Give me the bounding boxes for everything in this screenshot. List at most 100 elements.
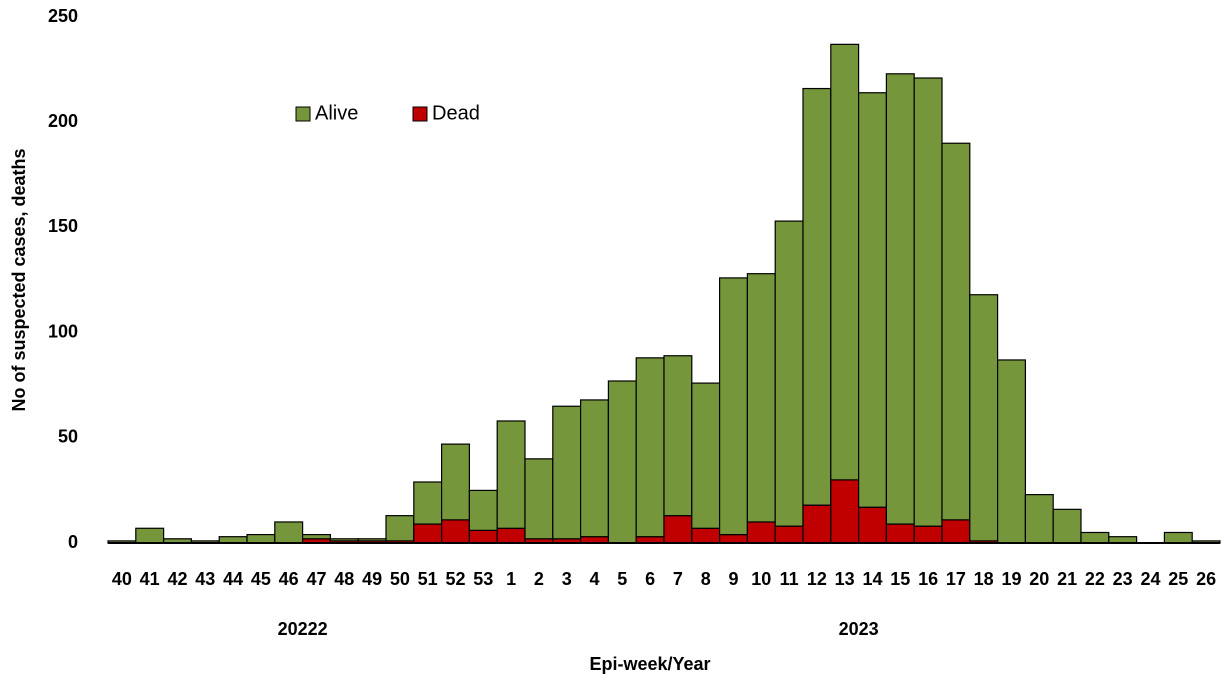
x-tick-label: 11: [780, 569, 799, 589]
x-tick-label: 24: [1140, 569, 1160, 589]
x-tick-label: 16: [918, 569, 938, 589]
dead-bar: [718, 533, 748, 544]
legend-swatch: [295, 106, 311, 122]
x-tick-label: 6: [645, 569, 655, 589]
x-tick-label: 51: [418, 569, 438, 589]
x-tick-label: 18: [974, 569, 994, 589]
alive-bar: [718, 277, 748, 536]
x-tick-label: 47: [306, 569, 326, 589]
dead-bar: [468, 529, 498, 544]
alive-bar: [607, 380, 637, 544]
dead-bar: [774, 525, 804, 544]
x-tick-label: 42: [167, 569, 187, 589]
x-tick-label: 13: [835, 569, 855, 589]
alive-bar: [802, 87, 832, 506]
alive-bar: [357, 538, 387, 542]
x-tick-label: 10: [751, 569, 771, 589]
dead-bar: [441, 519, 471, 544]
x-tick-label: 8: [701, 569, 711, 589]
x-tick-label: 1: [506, 569, 516, 589]
x-tick-label: 43: [195, 569, 215, 589]
alive-bar: [468, 489, 498, 531]
x-tick-label: 12: [807, 569, 827, 589]
legend-label: Dead: [432, 102, 480, 124]
dead-bar: [746, 521, 776, 544]
x-tick-label: 20: [1029, 569, 1049, 589]
x-tick-label: 46: [279, 569, 299, 589]
x-tick-label: 7: [673, 569, 683, 589]
alive-bar: [302, 533, 332, 540]
y-tick-label: 200: [48, 111, 78, 131]
x-tick-label: 17: [946, 569, 966, 589]
alive-bar: [579, 399, 609, 538]
y-tick-label: 150: [48, 216, 78, 236]
alive-bar: [941, 142, 971, 521]
x-tick-label: 22: [1085, 569, 1105, 589]
dead-bar: [691, 527, 721, 544]
x-tick-label: 3: [562, 569, 572, 589]
legend-label: Alive: [315, 102, 358, 124]
x-tick-label: 40: [112, 569, 132, 589]
alive-bar: [996, 359, 1026, 544]
x-tick-label: 25: [1168, 569, 1188, 589]
x-tick-label: 45: [251, 569, 271, 589]
x-tick-label: 2: [534, 569, 544, 589]
alive-bar: [830, 43, 860, 481]
y-tick-label: 0: [68, 532, 78, 552]
alive-bar: [135, 527, 165, 544]
dead-bar: [413, 523, 443, 544]
x-tick-label: 19: [1001, 569, 1021, 589]
x-tick-label: 9: [728, 569, 738, 589]
alive-bar: [385, 515, 415, 542]
dead-bar: [941, 519, 971, 544]
x-tick-label: 23: [1113, 569, 1133, 589]
y-axis-title: No of suspected cases, deaths: [9, 148, 29, 411]
alive-bar: [524, 458, 554, 540]
dead-bar: [830, 479, 860, 544]
x-tick-label: 5: [617, 569, 627, 589]
dead-bar: [913, 525, 943, 544]
y-tick-label: 250: [48, 6, 78, 26]
group-label: 20222: [278, 619, 328, 639]
alive-bar: [885, 73, 915, 525]
x-tick-label: 50: [390, 569, 410, 589]
x-tick-label: 53: [473, 569, 493, 589]
x-tick-label: 4: [589, 569, 599, 589]
dead-bar: [802, 504, 832, 544]
alive-bar: [1080, 531, 1110, 544]
x-tick-label: 48: [334, 569, 354, 589]
alive-bar: [774, 220, 804, 527]
alive-bar: [413, 481, 443, 525]
group-label: 2023: [839, 619, 879, 639]
alive-bar: [1052, 508, 1082, 544]
x-tick-label: 26: [1196, 569, 1216, 589]
alive-bar: [1024, 494, 1054, 544]
dead-bar: [857, 506, 887, 544]
alive-bar: [746, 273, 776, 523]
x-tick-label: 49: [362, 569, 382, 589]
legend-swatch: [412, 106, 428, 122]
x-tick-label: 15: [890, 569, 910, 589]
y-tick-label: 100: [48, 321, 78, 341]
x-tick-label: 21: [1057, 569, 1077, 589]
x-axis-title: Epi-week/Year: [589, 654, 710, 674]
dead-bar: [663, 515, 693, 544]
alive-bar: [329, 538, 359, 542]
alive-bar: [691, 382, 721, 529]
dead-bar: [885, 523, 915, 544]
alive-bar: [441, 443, 471, 521]
alive-bar: [552, 405, 582, 540]
alive-bar: [857, 92, 887, 508]
x-tick-label: 44: [223, 569, 243, 589]
alive-bar: [913, 77, 943, 527]
x-tick-label: 41: [140, 569, 160, 589]
alive-bar: [496, 420, 526, 529]
dead-bar: [496, 527, 526, 544]
alive-bar: [274, 521, 304, 544]
y-tick-label: 50: [58, 427, 78, 447]
alive-bar: [246, 533, 276, 544]
alive-bar: [635, 357, 665, 538]
alive-bar: [1163, 531, 1193, 544]
